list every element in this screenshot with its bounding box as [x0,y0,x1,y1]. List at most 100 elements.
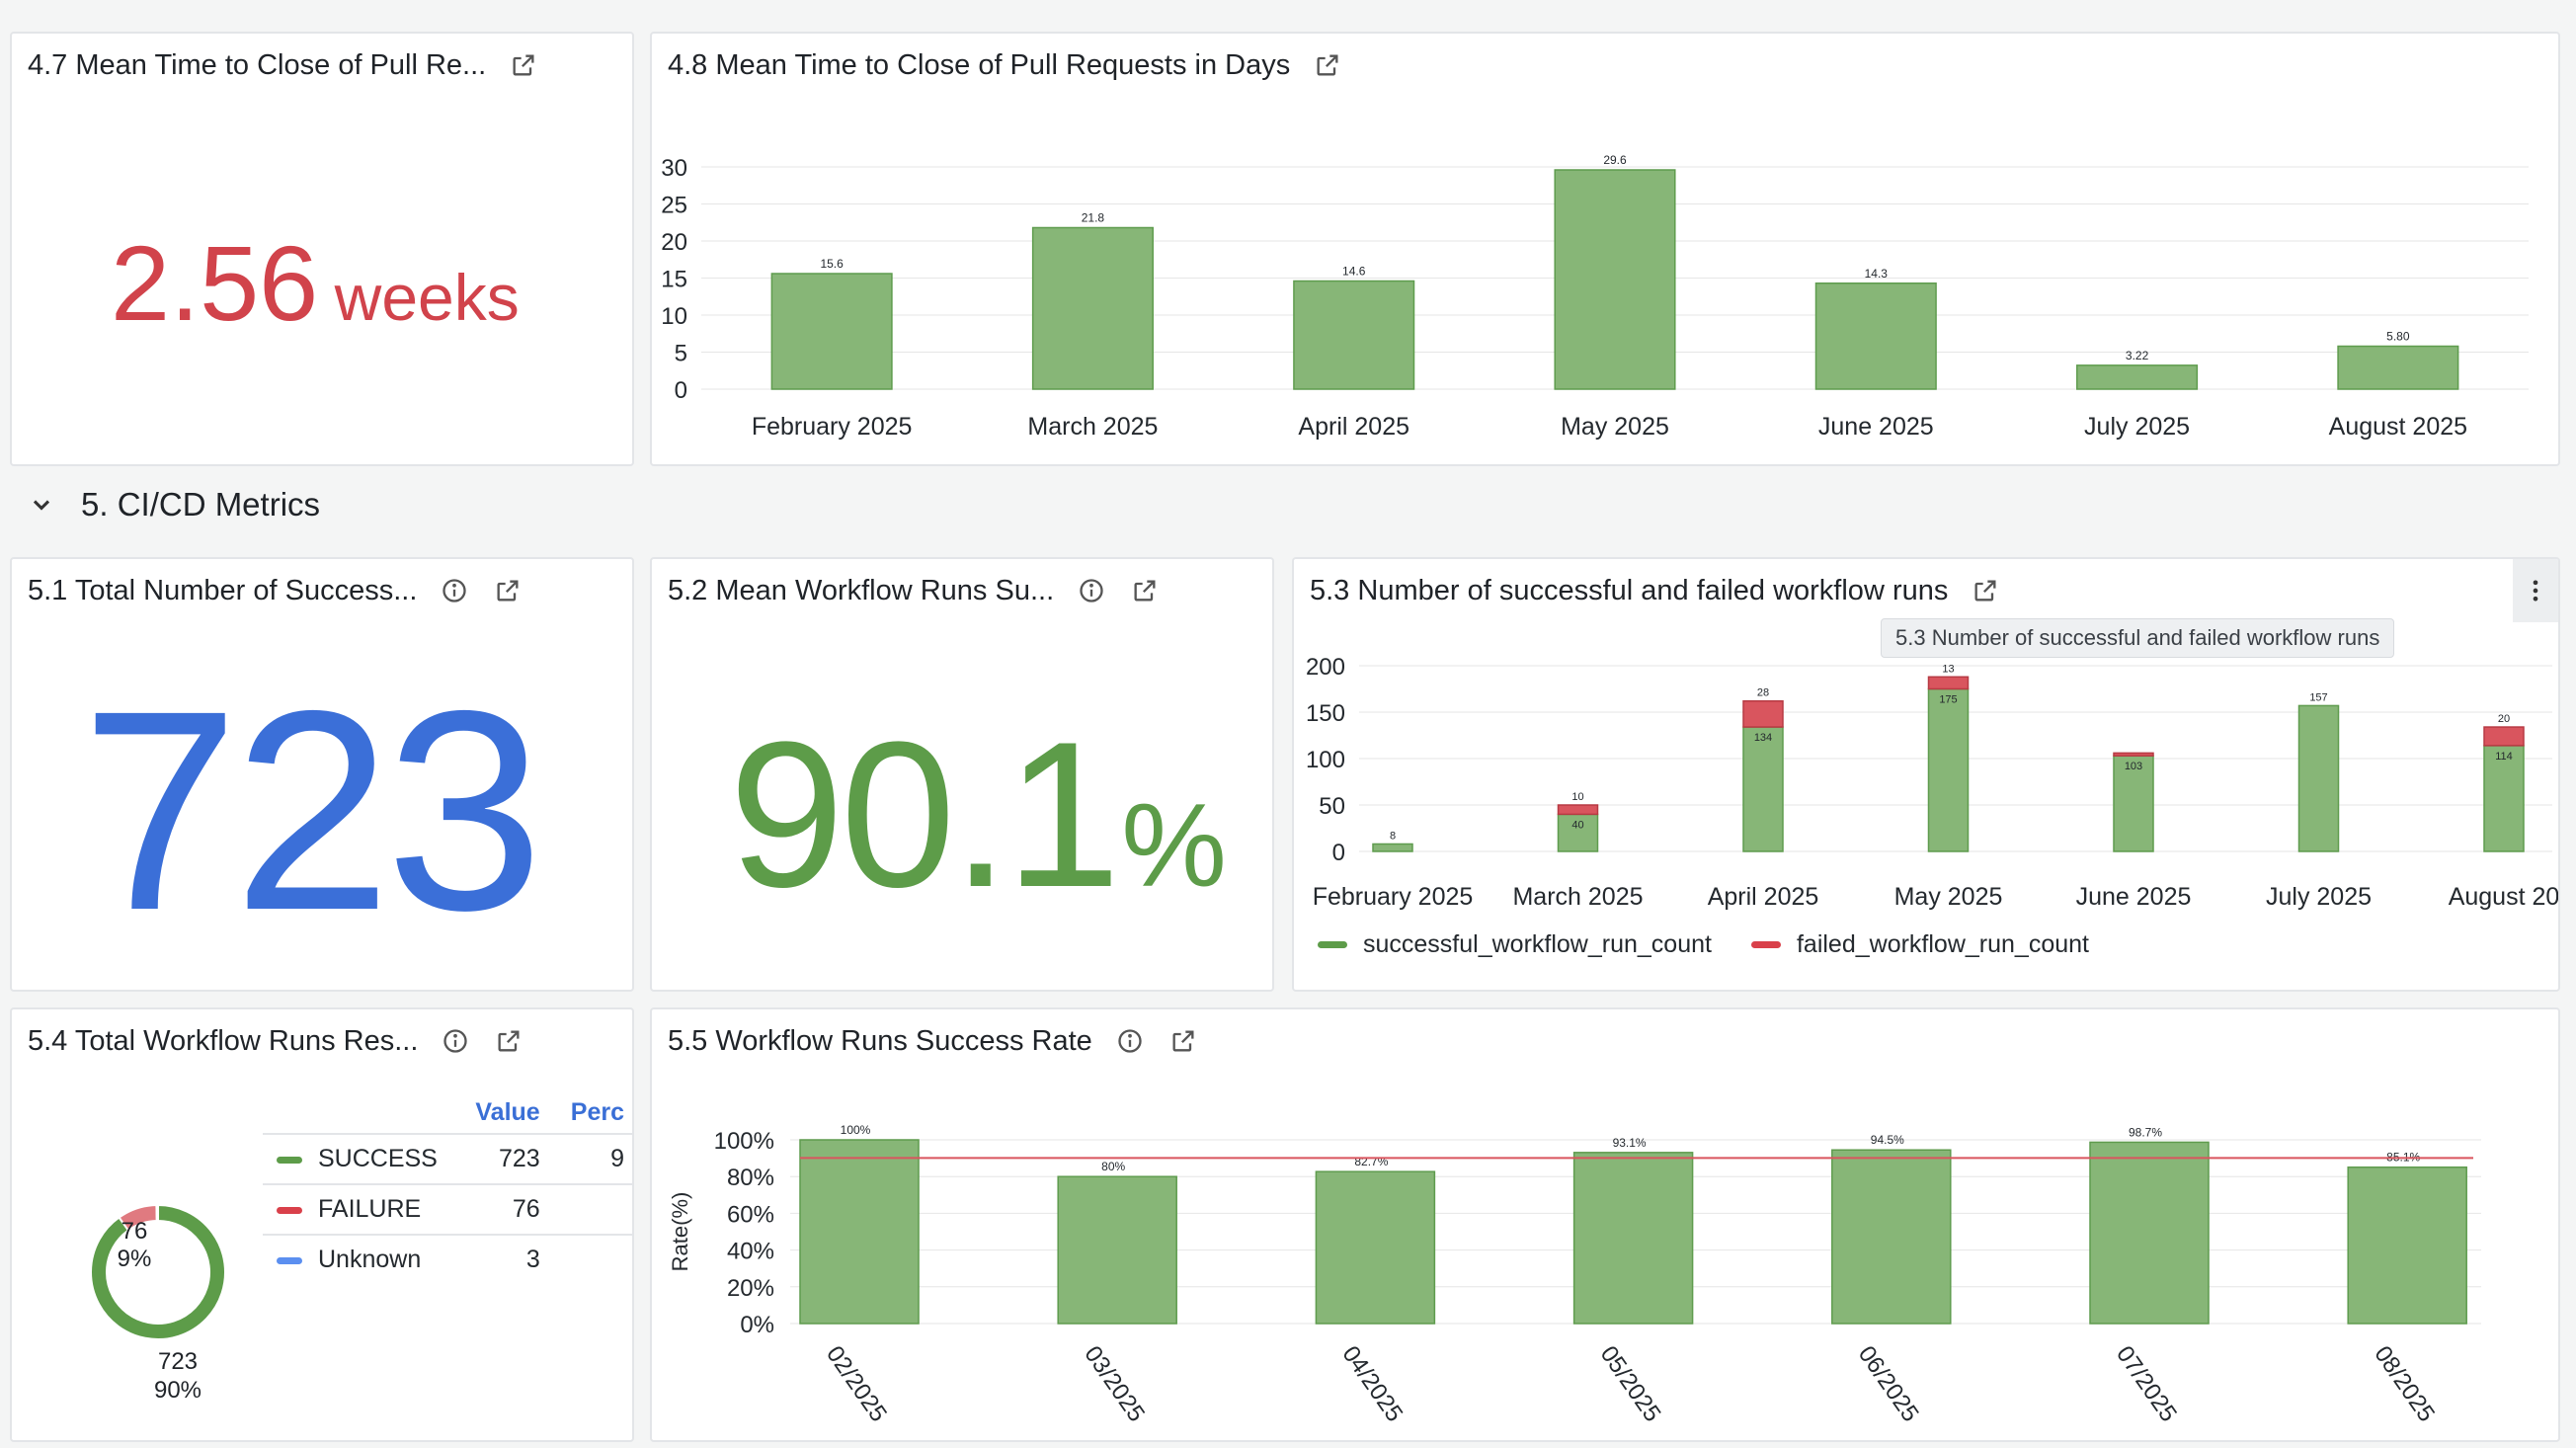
external-link-icon[interactable] [1312,49,1343,81]
info-icon[interactable] [1076,575,1107,606]
panel-5-5: 5.5 Workflow Runs Success Rate 0% 20% 40% 6… [650,1007,2560,1442]
info-icon[interactable] [439,575,470,606]
x-tick-label: 02/2025 [821,1341,892,1427]
bar [1554,169,1676,390]
table-row[interactable]: Unknown 3 [263,1234,632,1284]
panel-title: 5.2 Mean Workflow Runs Su... [668,574,1055,606]
value-column-header[interactable]: Value [475,1098,540,1126]
data-label: 29.6 [1603,153,1627,167]
legend-cell: Unknown [263,1234,458,1284]
stat-number: 90.1 [729,698,1121,930]
panel-menu-button[interactable] [2513,559,2558,622]
external-link-icon[interactable] [493,1025,524,1057]
chevron-down-icon[interactable] [26,489,57,521]
slice-label-failure-value: 76 [121,1218,148,1245]
external-link-icon[interactable] [1167,1025,1199,1057]
legend-swatch [1318,941,1347,948]
x-tick-label: 08/2025 [2369,1341,2440,1427]
slice-label-failure-percent: 9% [118,1246,152,1272]
data-label: 82.7% [1354,1155,1388,1168]
panel-title-bar: 4.7 Mean Time to Close of Pull Re... [28,45,539,85]
table-row[interactable]: SUCCESS 723 9 [263,1133,632,1184]
x-tick-label: 07/2025 [2111,1341,2182,1427]
section-header[interactable]: 5. CI/CD Metrics [26,486,320,523]
bar [1293,280,1415,390]
panel-title: 5.3 Number of successful and failed work… [1310,574,1949,606]
legend-cell: SUCCESS [263,1133,458,1184]
x-tick-label: April 2025 [1708,883,1819,911]
bar [2347,1166,2467,1325]
bar [2089,1141,2210,1325]
x-tick-label: May 2025 [1894,883,2003,911]
bar [2076,364,2199,390]
panel-title: 5.4 Total Workflow Runs Res... [28,1024,419,1057]
x-tick-label: June 2025 [1818,413,1934,441]
donut-slice-success [90,1203,226,1340]
legend-item-success[interactable]: successful_workflow_run_count [1318,930,1712,959]
bar-chart-pr-close-days: 0 5 10 15 20 25 30 15.6 February 2025 21.8 March 2… [661,153,2529,441]
y-tick-label: 0 [1332,840,1345,866]
panel-title-bar: 5.3 Number of successful and failed work… [1310,571,2001,610]
bar [1831,1149,1952,1325]
legend-label: FAILURE [318,1195,422,1223]
panel-4-7: 4.7 Mean Time to Close of Pull Re... 2.5… [10,32,634,466]
panel-title-bar: 4.8 Mean Time to Close of Pull Requests … [668,45,1343,85]
x-tick-label: June 2025 [2076,883,2192,911]
table-header-row: Value Perc [263,1092,632,1134]
data-label-success: 103 [2125,761,2142,772]
panel-4-8: 4.8 Mean Time to Close of Pull Requests … [650,32,2560,466]
info-icon[interactable] [1114,1025,1146,1057]
panel-title: 4.7 Mean Time to Close of Pull Re... [28,48,487,81]
data-label: 21.8 [1082,211,1105,225]
x-tick-label: March 2025 [1027,413,1158,441]
section-title: 5. CI/CD Metrics [81,486,321,523]
legend-swatch [277,1206,302,1214]
panel-title-bar: 5.1 Total Number of Success... [28,571,523,610]
x-tick-label: 05/2025 [1595,1341,1666,1427]
panel-title: 5.1 Total Number of Success... [28,574,418,606]
data-label-success: 114 [2495,751,2513,763]
bar-failed [1742,699,1784,728]
panel-5-1: 5.1 Total Number of Success... 723 [10,557,634,992]
bar [799,1139,920,1325]
legend-cell: FAILURE [263,1183,458,1235]
info-icon[interactable] [440,1025,471,1057]
external-link-icon[interactable] [1970,575,2001,606]
external-link-icon[interactable] [508,49,539,81]
bar-success [1927,687,1970,852]
value-cell: 723 [457,1133,554,1184]
data-label-failed: 28 [1757,687,1769,699]
panel-title-tooltip: 5.3 Number of successful and failed work… [1881,618,2395,658]
bar-success [1557,813,1599,852]
bar-success [2113,755,2154,852]
stat-value: 723 [81,648,544,975]
bar-failed [2113,752,2154,757]
y-tick-label: 100% [714,1128,774,1155]
x-tick-label: July 2025 [2084,413,2190,441]
bar [770,273,893,390]
legend-item-failed[interactable]: failed_workflow_run_count [1750,930,2089,959]
x-tick-label: July 2025 [2266,883,2372,911]
legend-swatch [277,1256,302,1264]
x-tick-label: 06/2025 [1853,1341,1924,1427]
legend-label: failed_workflow_run_count [1796,930,2089,958]
stat-value: 2.56 weeks [111,221,520,345]
external-link-icon[interactable] [1129,575,1161,606]
data-label-failed: 10 [1571,791,1583,803]
slice-label-success-percent: 90% [154,1377,201,1404]
x-tick-label: February 2025 [1313,883,1474,911]
bar-success [2297,704,2340,852]
percent-cell [553,1183,632,1235]
y-tick-label: 0% [740,1312,774,1338]
legend-label: SUCCESS [318,1145,438,1172]
percent-column-header[interactable]: Perc [570,1098,624,1126]
value-cell: 76 [457,1183,554,1235]
data-label-success: 157 [2309,691,2327,703]
panel-title: 5.5 Workflow Runs Success Rate [668,1024,1092,1057]
bar-failed [1927,676,1970,690]
external-link-icon[interactable] [492,575,523,606]
data-label-success: 40 [1571,819,1583,831]
y-axis-label: Rate(%) [668,1192,692,1272]
legend-name-header [263,1092,458,1134]
table-row[interactable]: FAILURE 76 [263,1183,632,1235]
